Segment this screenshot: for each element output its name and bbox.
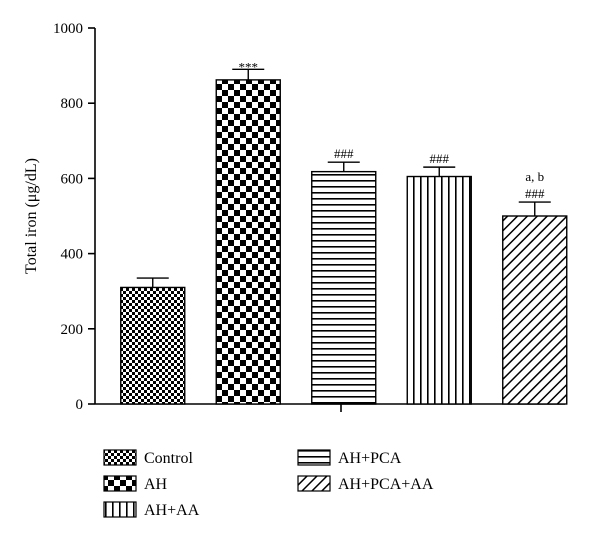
bar-control [120, 286, 186, 405]
legend-swatch [103, 449, 137, 466]
y-tick-label: 600 [61, 171, 84, 187]
y-tick-label: 400 [61, 247, 84, 263]
y-tick-label: 0 [76, 397, 84, 413]
y-tick-label: 800 [61, 96, 84, 112]
y-ticks: 0 200 400 600 800 1000 [53, 21, 95, 413]
bar-annotation: ### [430, 151, 450, 166]
bar-annotation: a, b [525, 169, 544, 184]
bars: *** ### ### a, b ### [120, 59, 568, 405]
bar-ah [215, 79, 281, 405]
legend-swatch [297, 449, 331, 466]
legend-label: Control [144, 450, 193, 467]
y-tick-label: 200 [61, 322, 84, 338]
legend: Control AH AH+AA AH+PCA AH+PCA+AA [103, 449, 434, 519]
legend-label: AH [144, 476, 168, 493]
y-axis-title: Total iron (μg/dL) [23, 158, 40, 274]
bar-ah-pca-aa [502, 215, 568, 405]
y-tick-label: 1000 [53, 21, 83, 37]
bar-annotation: ### [334, 146, 354, 161]
legend-label: AH+PCA+AA [338, 476, 434, 493]
bar-annotation: *** [239, 59, 259, 74]
legend-swatch [297, 475, 331, 492]
legend-swatch [103, 501, 137, 518]
bar-ah-pca [311, 170, 377, 405]
legend-label: AH+PCA [338, 450, 402, 467]
bar-annotation: ### [525, 186, 545, 201]
legend-swatch [103, 475, 137, 492]
legend-label: AH+AA [144, 502, 200, 519]
bar-ah-aa [406, 175, 472, 405]
